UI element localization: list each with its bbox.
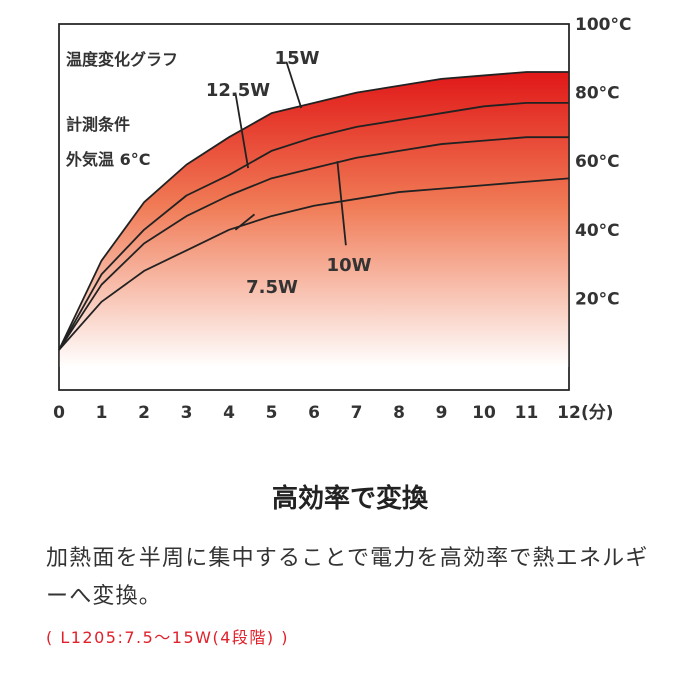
y-tick-label: 60°C <box>575 152 620 172</box>
power-spec-note: ( L1205:7.5～15W(4段階) ) <box>46 628 289 647</box>
x-tick-label: 4 <box>223 403 235 423</box>
series-label-12-5W: 12.5W <box>206 80 270 101</box>
x-tick-label: 7 <box>351 403 363 423</box>
x-tick-label: 0 <box>53 403 65 423</box>
x-unit-label: (分) <box>581 403 614 423</box>
x-tick-label: 6 <box>308 403 320 423</box>
x-tick-label: 1 <box>96 403 108 423</box>
leader-line <box>234 92 250 169</box>
outside-temperature-note: 外気温 6°C <box>65 150 150 169</box>
temperature-area <box>59 72 569 368</box>
series-line-10W <box>58 136 569 351</box>
x-tick-label: 5 <box>266 403 278 423</box>
x-tick-label: 2 <box>138 403 150 423</box>
series-label-15W: 15W <box>275 48 320 69</box>
x-tick-label: 10 <box>472 403 496 423</box>
section-heading: 高効率で変換 <box>271 484 428 514</box>
series-line-12-5W <box>58 101 569 351</box>
chart-title: 温度変化グラフ <box>65 50 178 69</box>
x-tick-label: 11 <box>515 403 539 423</box>
y-tick-label: 80°C <box>575 84 620 104</box>
leader-line <box>285 61 303 109</box>
y-tick-label: 100°C <box>575 15 631 35</box>
x-tick-label: 3 <box>181 403 193 423</box>
temperature-chart: 0 1 2 3 4 5 6 7 8 9 10 11 12 (分) 20°C40°C60°C80°C100°… <box>53 15 631 423</box>
series-line-15W <box>58 71 569 351</box>
x-tick-label: 12 <box>557 403 581 423</box>
description-text: 加熱面を半周に集中することで電力を高効率で熱エネルギーへ変換。 <box>46 546 649 609</box>
series-line-7-5W <box>58 177 570 351</box>
y-tick-label: 20°C <box>575 289 620 309</box>
x-tick-label: 9 <box>436 403 448 423</box>
x-tick-label: 8 <box>393 403 405 423</box>
series-label-10W: 10W <box>327 255 372 276</box>
y-tick-label: 40°C <box>575 221 620 241</box>
leader-line <box>234 213 256 231</box>
measurement-conditions-note: 計測条件 <box>66 115 130 134</box>
series-label-7-5W: 7.5W <box>246 277 298 298</box>
leader-line <box>336 161 347 246</box>
